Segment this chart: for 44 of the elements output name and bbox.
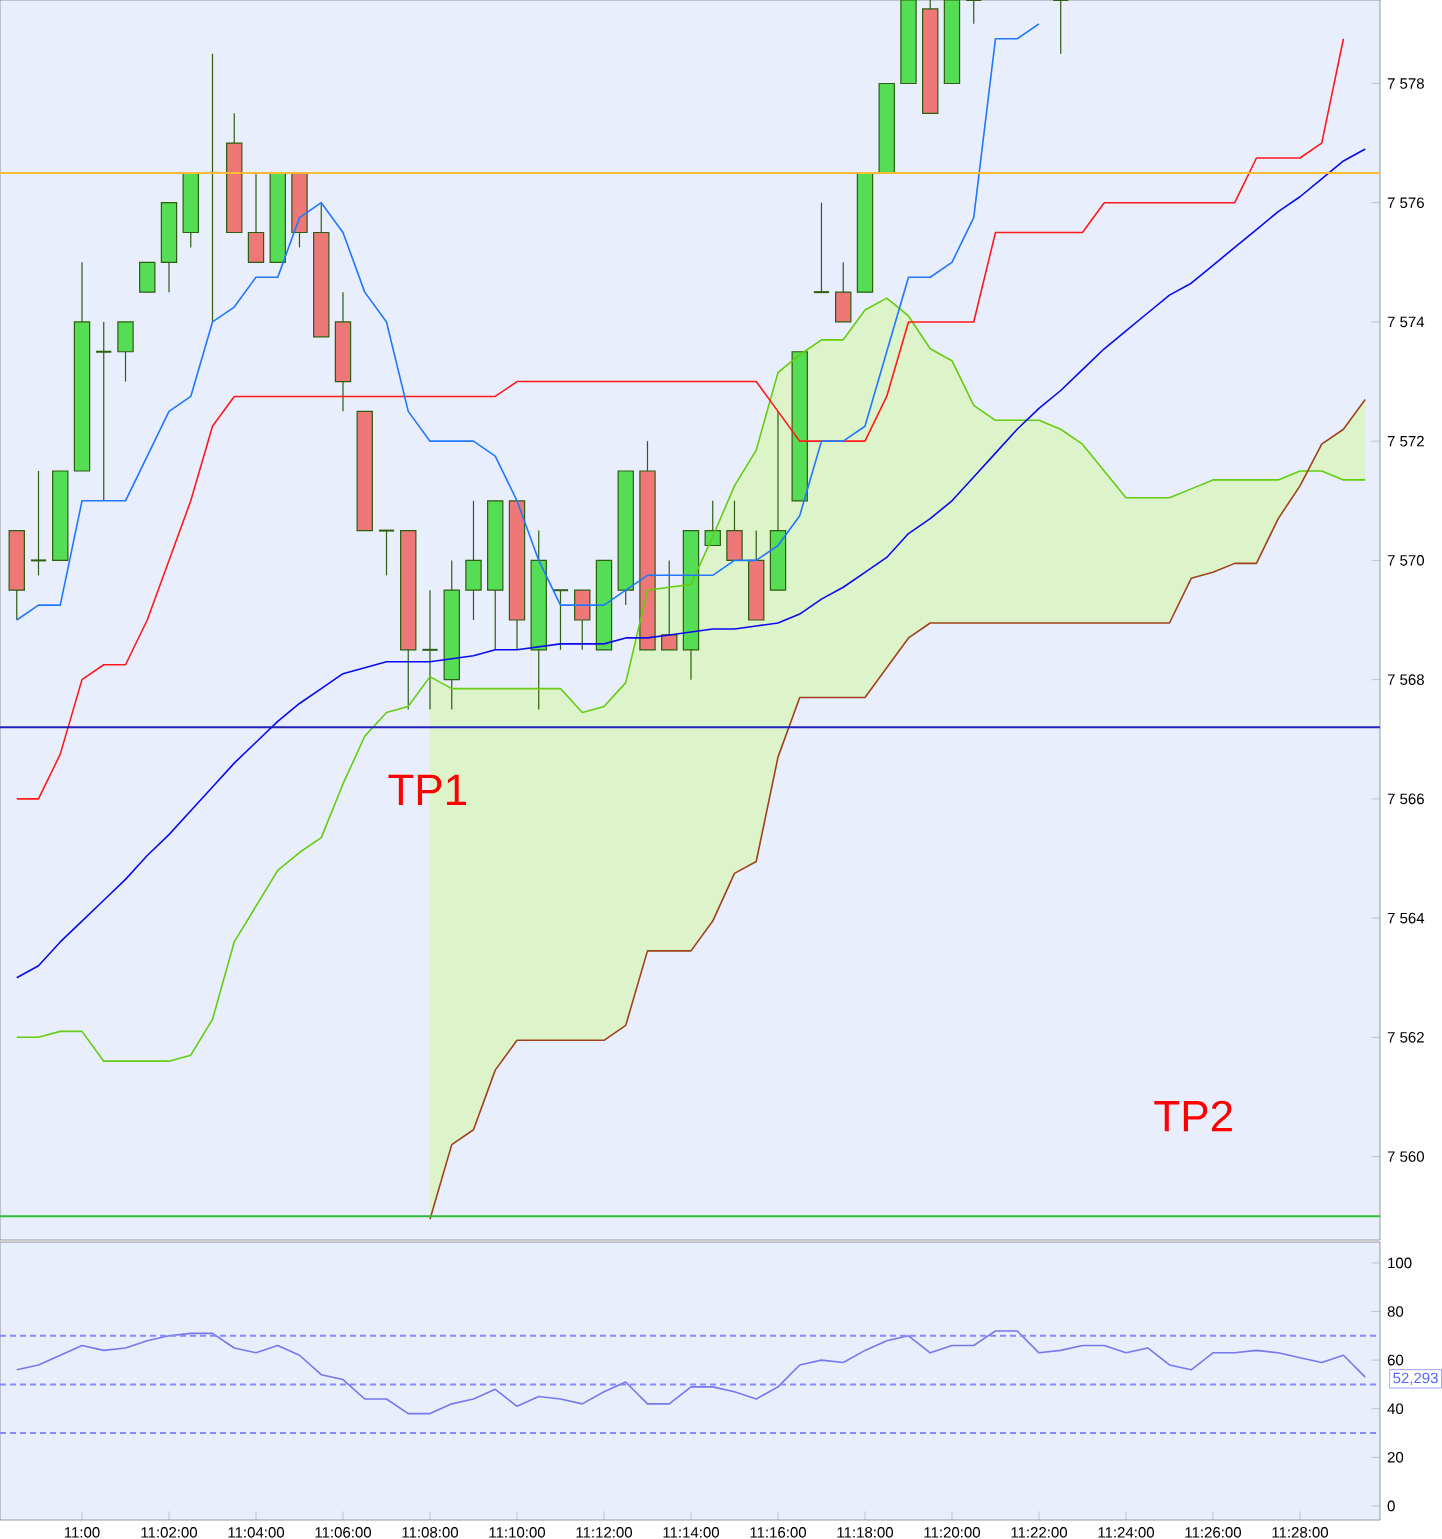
- x-tick-label: 11:22:00: [1011, 1527, 1068, 1538]
- x-tick-label: 11:28:00: [1272, 1527, 1329, 1538]
- y-tick-label: 80: [1387, 1306, 1404, 1317]
- x-tick-label: 11:20:00: [924, 1527, 981, 1538]
- y-tick-label: 7 568: [1387, 674, 1424, 685]
- x-tick-label: 11:06:00: [315, 1527, 372, 1538]
- candlestick: [1052, 0, 1070, 55]
- y-tick-label: 60: [1387, 1354, 1404, 1366]
- y-tick-label: 7 564: [1387, 912, 1425, 924]
- y-tick-label: 7 570: [1387, 555, 1424, 566]
- candlestick: [95, 321, 113, 502]
- candlestick: [377, 529, 396, 576]
- x-tick-label: 11:00: [64, 1527, 100, 1538]
- x-tick-label: 11:18:00: [837, 1527, 894, 1538]
- y-tick-label: 100: [1388, 1257, 1412, 1269]
- x-tick-label: 11:14:00: [663, 1527, 720, 1538]
- x-tick-label: 11:10:00: [489, 1527, 546, 1538]
- candlestick: [421, 589, 439, 711]
- x-tick-label: 11:04:00: [228, 1527, 285, 1538]
- candlestick: [704, 500, 721, 547]
- y-tick-label: 7 576: [1387, 197, 1424, 209]
- x-tick-label: 11:24:00: [1098, 1527, 1155, 1538]
- candlestick: [551, 589, 570, 651]
- x-tick-label: 11:12:00: [576, 1527, 633, 1538]
- y-tick-label: 7 572: [1387, 435, 1424, 447]
- candlestick: [965, 0, 983, 25]
- y-tick-label: 7 578: [1387, 78, 1424, 89]
- y-tick-label: 0: [1387, 1500, 1395, 1512]
- y-tick-label: 20: [1387, 1452, 1404, 1463]
- x-tick-label: 11:16:00: [750, 1527, 807, 1538]
- y-tick-label: 40: [1387, 1403, 1404, 1415]
- x-tick-label: 11:26:00: [1185, 1527, 1241, 1538]
- x-tick-label: 11:08:00: [402, 1527, 459, 1538]
- line-series: [15, 1330, 1367, 1415]
- y-tick-label: 7 562: [1387, 1032, 1424, 1043]
- x-tick-label: 11:02:00: [141, 1527, 198, 1538]
- annotation: TP2: [1154, 1100, 1232, 1132]
- annotation: 52,293: [1393, 1372, 1438, 1386]
- candlestick: [812, 202, 831, 294]
- y-tick-label: 7 574: [1387, 316, 1425, 328]
- candlestick: [29, 470, 48, 576]
- annotation: TP1: [388, 774, 467, 806]
- y-tick-label: 7 560: [1387, 1151, 1424, 1162]
- y-tick-label: 7 566: [1387, 793, 1424, 805]
